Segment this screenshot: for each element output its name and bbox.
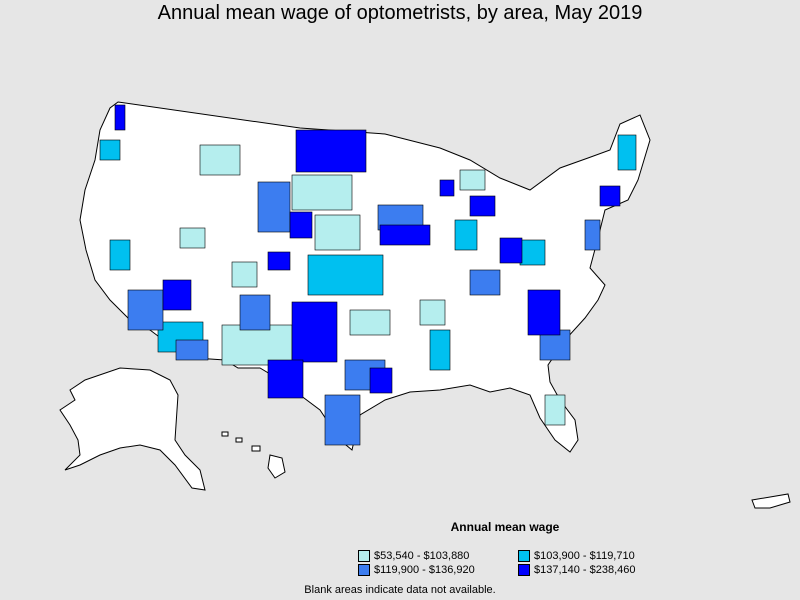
legend-item-tier-2: $103,900 - $119,710 — [518, 550, 688, 562]
legend-swatch-tier-3 — [358, 564, 370, 576]
legend-item-tier-3: $119,900 - $136,920 — [358, 564, 518, 576]
legend: Annual mean wage $53,540 - $103,880 $103… — [340, 520, 670, 576]
areas-tier-4 — [114, 104, 621, 399]
legend-label-tier-3: $119,900 - $136,920 — [374, 564, 475, 576]
map-title: Annual mean wage of optometrists, by are… — [157, 2, 643, 24]
legend-swatch-tier-4 — [518, 564, 530, 576]
legend-title: Annual mean wage — [450, 520, 560, 534]
legend-swatch-tier-2 — [518, 550, 530, 562]
data-availability-note: Blank areas indicate data not available. — [304, 584, 496, 596]
legend-swatch-tier-1 — [358, 550, 370, 562]
legend-label-tier-4: $137,140 - $238,460 — [534, 564, 636, 576]
hawaii-islands — [221, 431, 286, 479]
legend-item-tier-1: $53,540 - $103,880 — [358, 550, 518, 562]
legend-label-tier-2: $103,900 - $119,710 — [534, 550, 635, 562]
legend-items: $53,540 - $103,880 $103,900 - $119,710 $… — [358, 550, 670, 576]
areas-tier-1 — [179, 144, 566, 426]
legend-label-tier-1: $53,540 - $103,880 — [374, 550, 470, 562]
alaska-outline — [59, 367, 206, 491]
legend-item-tier-4: $137,140 - $238,460 — [518, 564, 688, 576]
puerto-rico-outline — [751, 493, 791, 509]
